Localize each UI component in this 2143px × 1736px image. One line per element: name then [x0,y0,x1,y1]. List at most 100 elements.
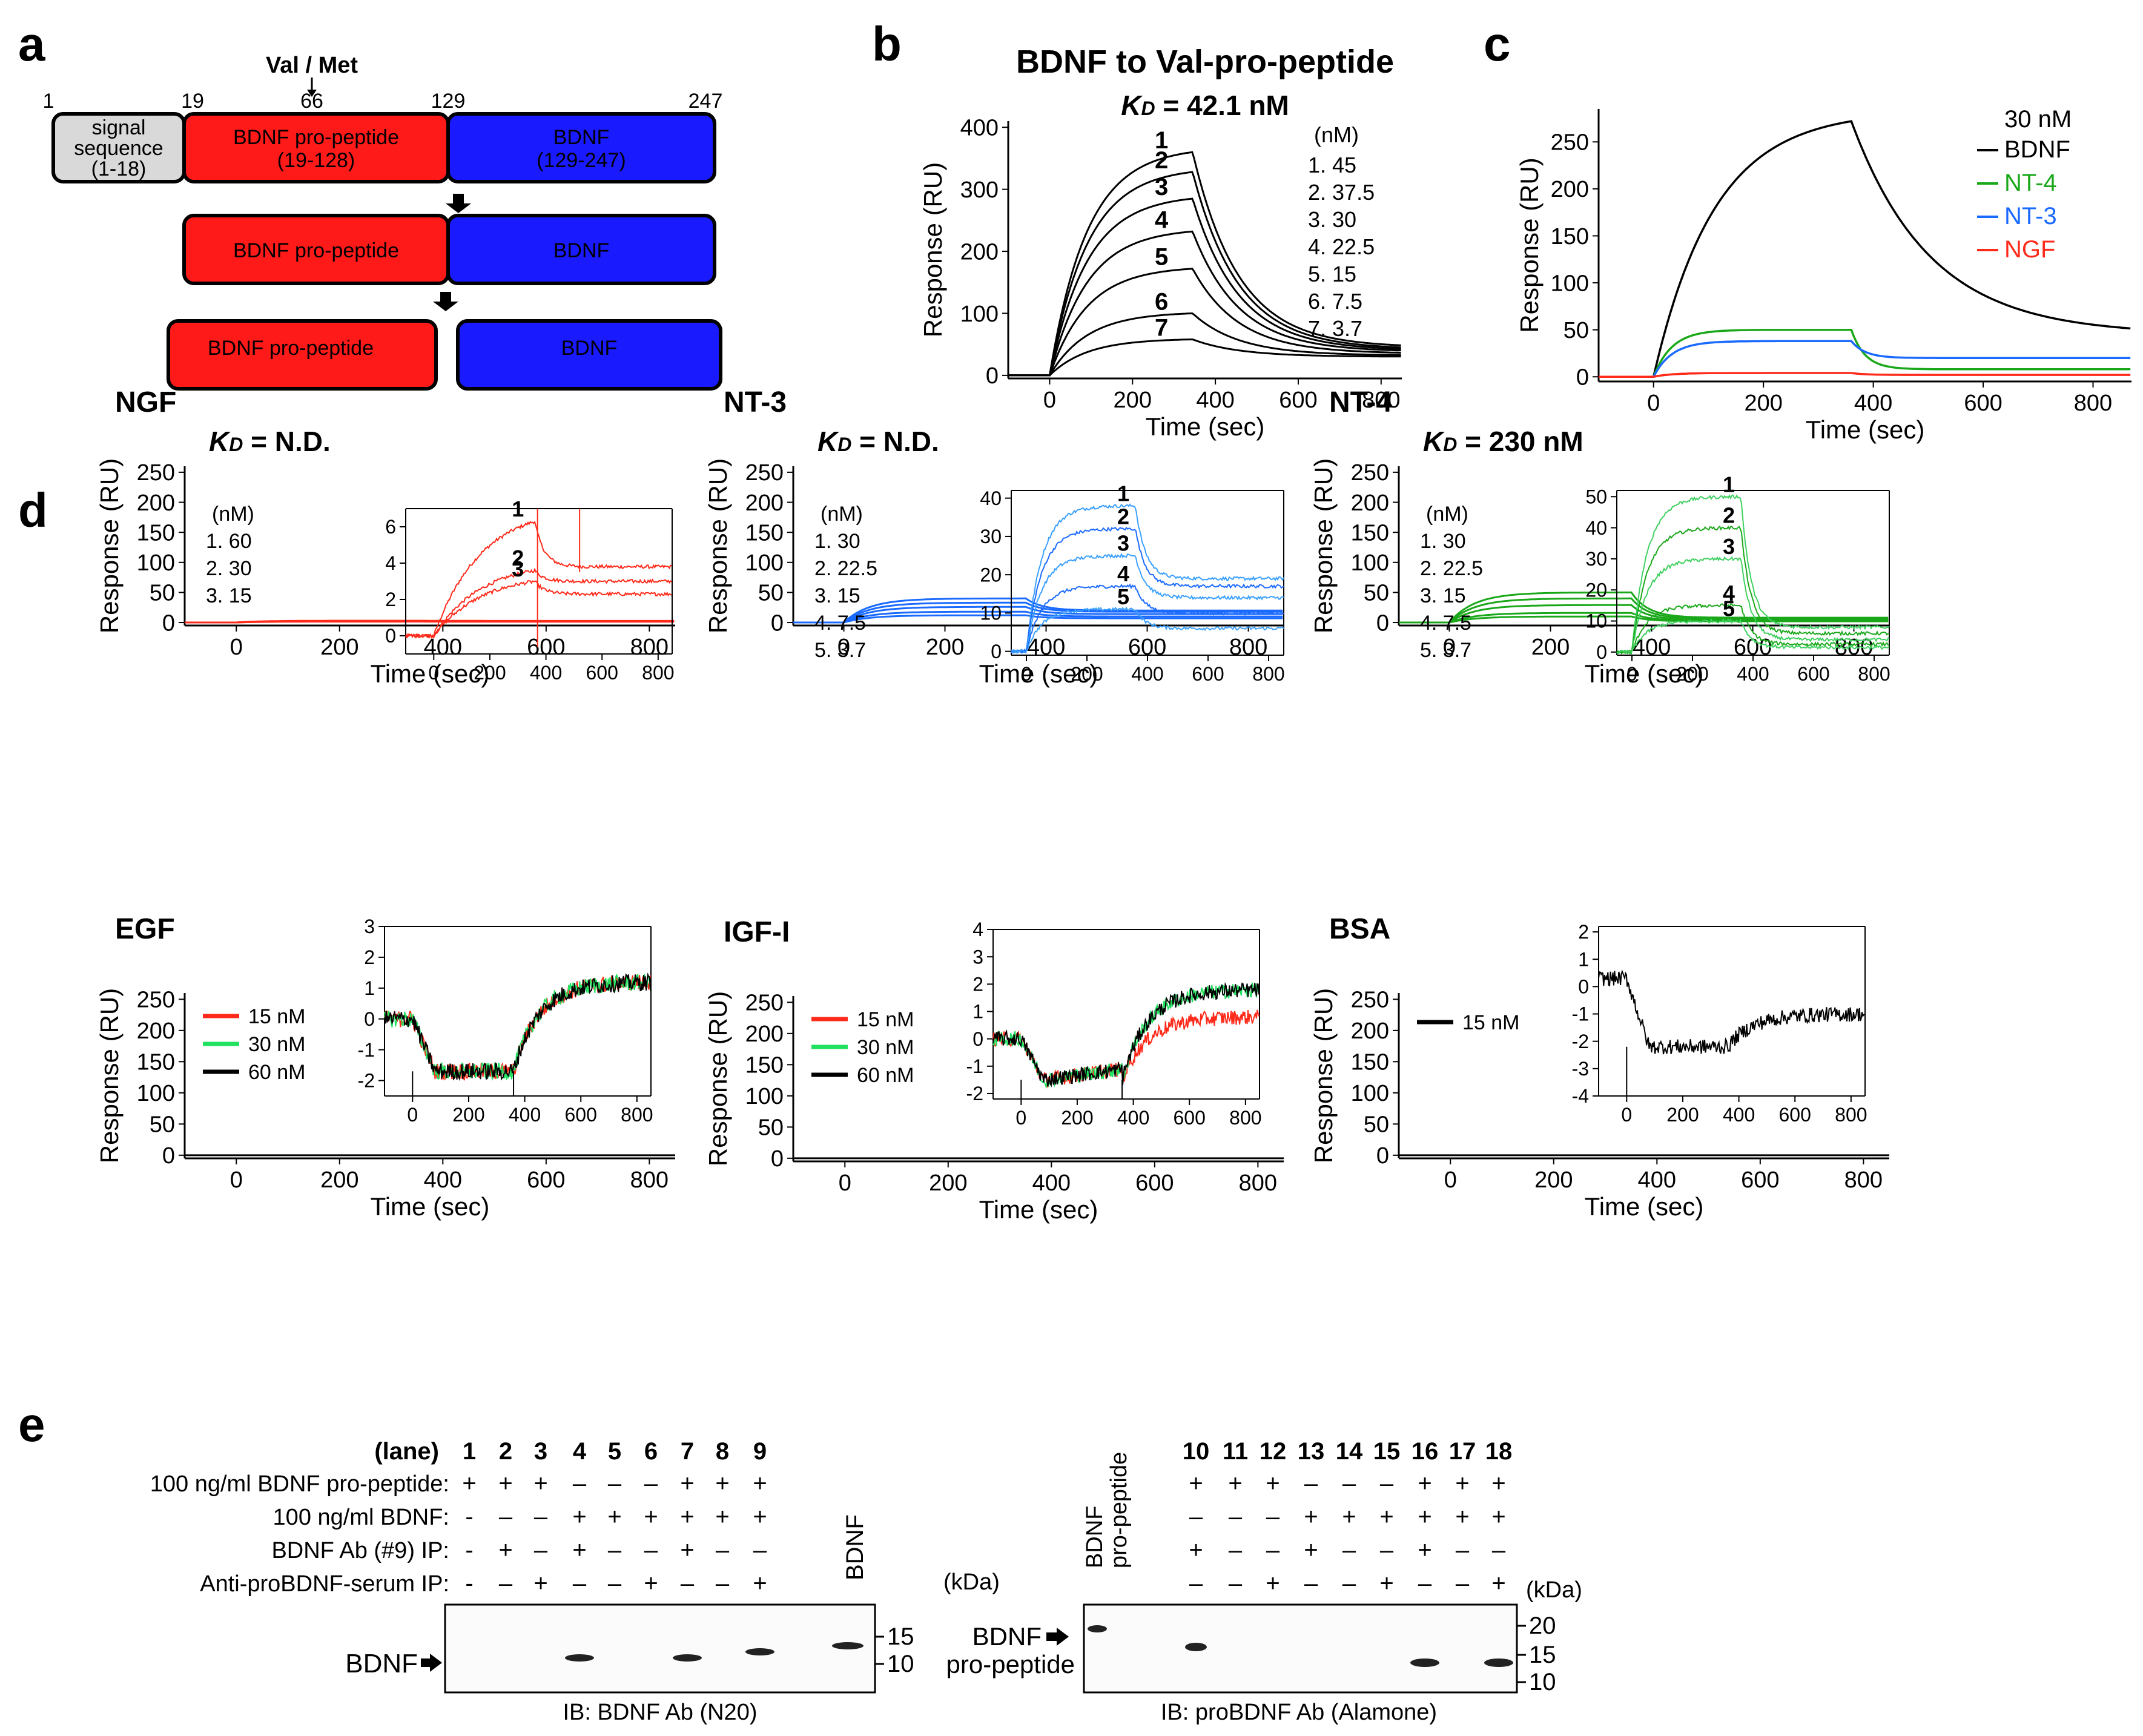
cleavage-arrow-1 [446,194,471,213]
condition-sign: - [465,1503,473,1530]
x-tick-label: 200 [1531,635,1570,660]
y-tick-label: 0 [1578,976,1589,998]
y-tick-label: 100 [1351,1081,1389,1106]
propeptide-text-2: BDNF pro-peptide [233,239,399,262]
y-tick-label: -1 [1572,1003,1589,1025]
x-tick-label: 800 [1239,1170,1277,1196]
legend-item: 4. 7.5 [1420,612,1471,635]
kda-label-right: (kDa) [1526,1577,1582,1603]
y-tick-label: 0 [1576,365,1589,391]
inset-label-2: 2 [1117,504,1129,529]
chart-panel-c: 0 200 400 600 800 0 50 100 150 200 250 Time (sec) Re… [1515,106,2131,444]
inset-trace [992,982,1260,1089]
x-axis-label: Time (sec) [371,659,490,688]
y-axis-label: Response (RU) [95,988,124,1163]
lane-number: 15 [1373,1438,1401,1465]
legend-item: 60 nM [248,1061,306,1084]
x-tick-label: 400 [1638,1167,1676,1193]
y-tick-label: 100 [960,302,999,327]
x-axis-label: Time (sec) [1585,659,1704,688]
condition-label: BDNF Ab (#9) IP: [271,1538,449,1563]
y-tick-label: -2 [358,1070,375,1092]
x-axis-label: Time (sec) [1806,415,1925,444]
legend-item: 5. 3.7 [1420,639,1471,662]
condition-sign: – [1380,1537,1394,1563]
series-line-3 [793,606,1283,624]
propeptide-text-3: BDNF pro-peptide [208,337,374,360]
inset-series-3 [1616,556,1890,654]
y-tick-label: 100 [1551,271,1589,296]
inset-series-5 [1616,618,1890,654]
size-marker: 20 [1529,1612,1556,1639]
y-tick-label: 1 [364,977,375,999]
y-tick-label: 0 [1596,641,1607,663]
inset-label-4: 4 [1723,581,1735,606]
kd-label: KD = 42.1 nM [1121,90,1289,121]
series-line-1 [1008,151,1401,377]
series-line-3 [1008,197,1401,377]
x-tick-label: 0 [1015,1107,1026,1129]
y-axis-label: Response (RU) [1309,988,1338,1163]
condition-sign: + [498,1537,512,1563]
legend-item: 30 nM [857,1036,914,1059]
chart-panel-d-nt3: NT-3KD = N.D.0 200 400 600 80005010015020025… [704,386,1285,688]
x-tick-label: 400 [530,662,562,684]
y-tick-label: 100 [745,1084,784,1109]
lane-number: 2 [499,1438,512,1465]
chart-title: EGF [115,913,175,945]
condition-sign: – [1456,1537,1470,1563]
y-tick-label: 150 [137,1050,175,1075]
x-tick-label: 200 [1061,1107,1093,1129]
y-tick-label: 250 [1351,460,1389,486]
y-tick-label: 250 [745,460,784,486]
condition-sign: + [1342,1503,1356,1530]
y-axis-label: Response (RU) [704,458,732,633]
inset-plot: 0 200 400 600 800 -4 -3 -2 -1 0 1 2 [1572,921,1867,1126]
condition-sign: – [681,1570,695,1597]
condition-sign: + [1228,1470,1242,1497]
y-tick-label: 100 [137,1081,175,1106]
size-marker: 10 [887,1651,914,1677]
y-tick-label: 250 [745,991,784,1016]
condition-sign: – [753,1537,767,1563]
band-lane-18 [1484,1658,1513,1667]
condition-sign: + [1455,1503,1469,1530]
y-tick-label: 3 [972,946,983,968]
x-tick-label: 400 [1723,1104,1755,1126]
x-tick-label: 600 [1279,388,1317,413]
y-tick-label: 50 [150,1112,175,1138]
band-lane-9 [745,1648,774,1655]
bdnf-text-2: BDNF [553,239,610,262]
inset-label-1: 1 [1117,481,1129,506]
bdnf-range: (129-247) [537,149,626,172]
y-tick-label: 100 [1351,550,1389,576]
x-tick-label: 400 [424,1167,462,1193]
propeptide-text-1: BDNF pro-peptide [233,126,399,149]
condition-sign: – [1456,1570,1470,1597]
x-tick-label: 400 [1854,391,1892,416]
panel-label-a: a [18,17,45,71]
bdnf-box-1 [446,112,716,183]
band-arrow-left [421,1654,442,1672]
legend-item-NT-4: NT-4 [2004,170,2057,196]
y-tick-label: 3 [364,916,375,937]
series-line-2 [1008,171,1401,377]
x-axis-label: Time (sec) [1146,412,1265,441]
x-tick-label: 800 [621,1104,653,1126]
band-arrow-right [1046,1628,1069,1646]
inset-series-3 [405,580,672,639]
x-tick-label: 600 [1741,1167,1779,1193]
x-tick-label: 600 [1964,391,2002,416]
condition-sign: + [498,1470,512,1497]
condition-sign: – [1229,1570,1243,1597]
inset-plot: 0 200 400 600 800 -2 -1 0 1 2 3 [358,916,653,1126]
series-line-4 [793,610,1283,624]
y-tick-label: 2 [1578,921,1589,943]
y-axis-label: Response (RU) [1309,458,1338,633]
panel-label-d: d [18,483,48,537]
y-tick-label: 20 [1585,579,1607,601]
series-line-1 [1399,591,1889,624]
legend-item: (nM) [1426,503,1468,526]
